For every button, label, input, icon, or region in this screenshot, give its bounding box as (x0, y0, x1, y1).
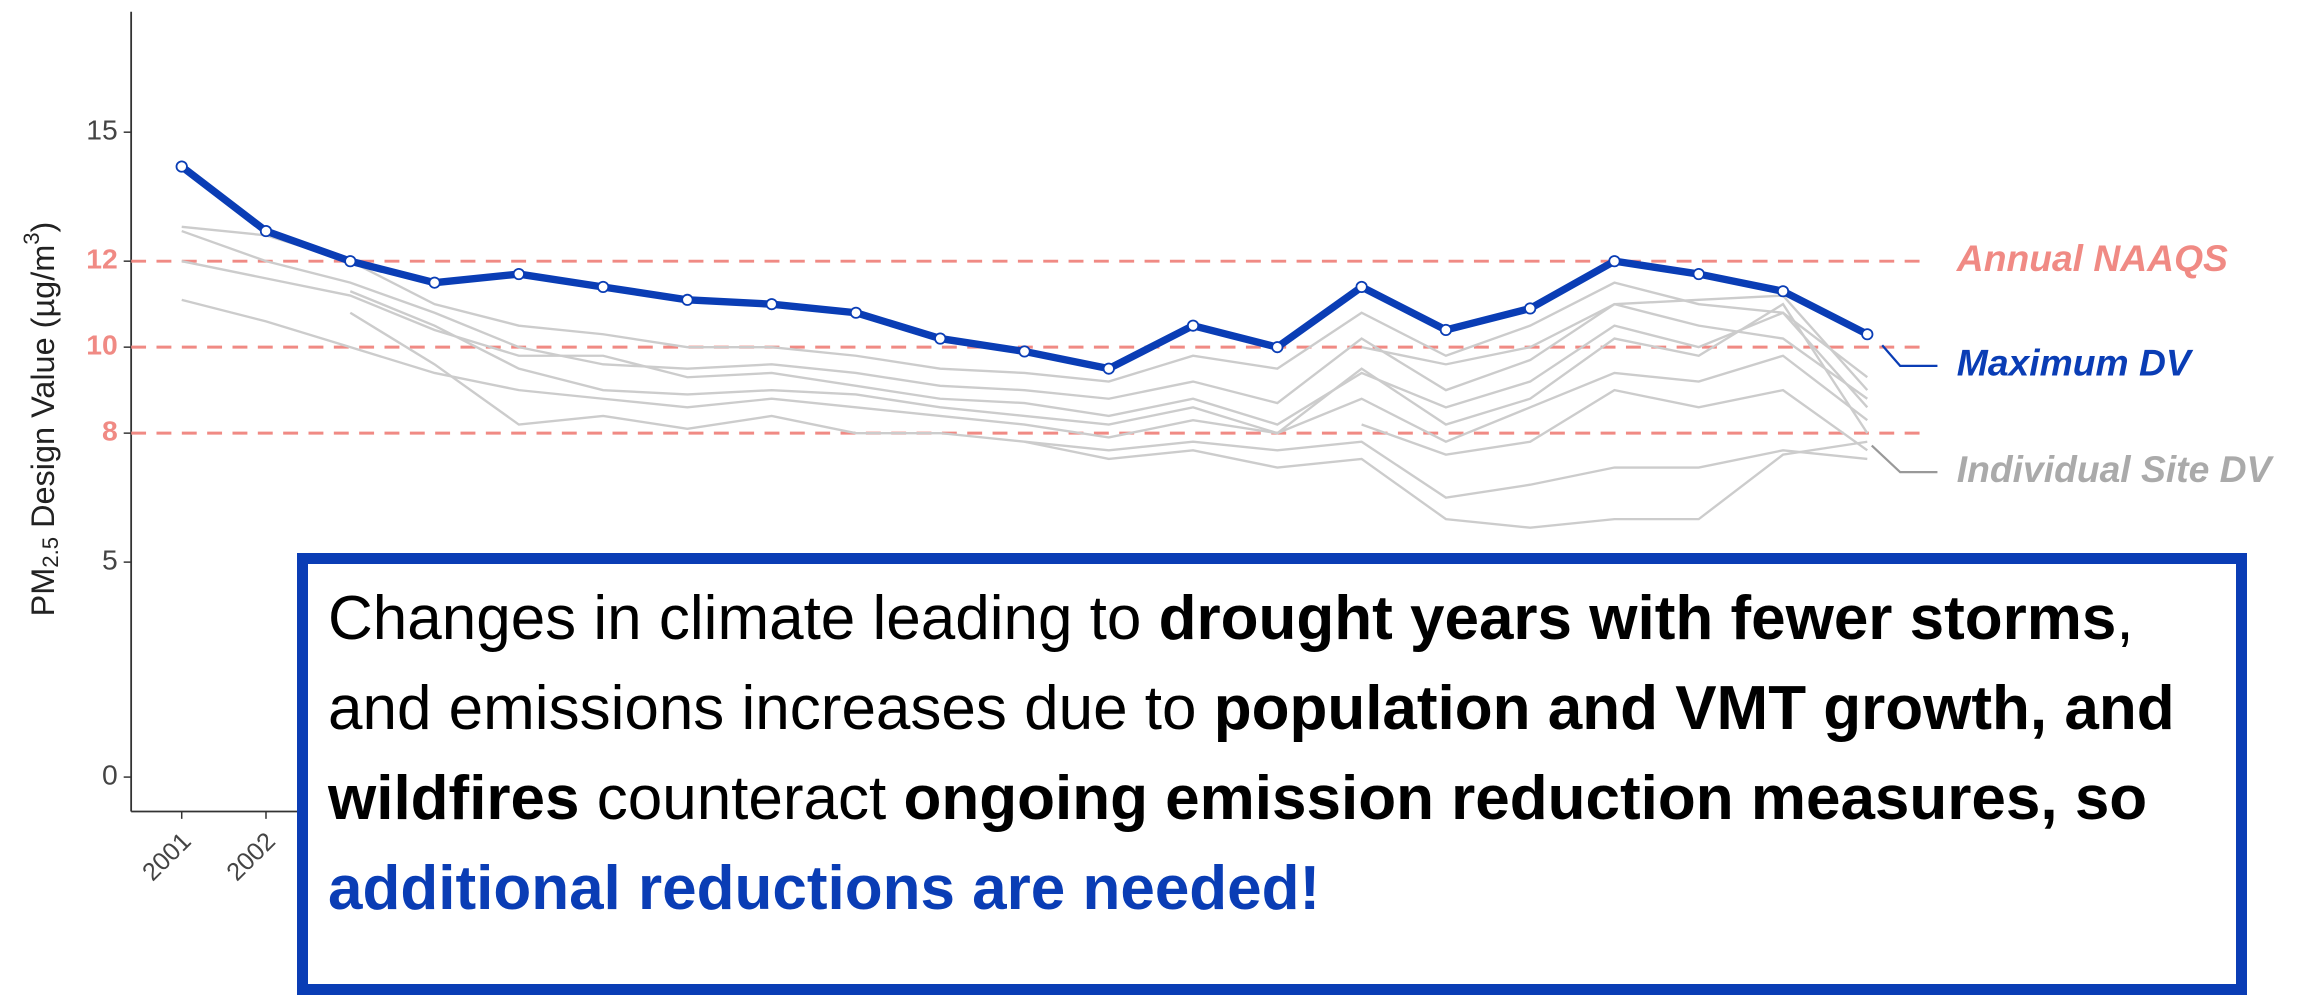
site-line (181, 260, 1869, 426)
max-dv-point (1018, 345, 1031, 358)
max-leader (1881, 344, 1938, 368)
x-tick-label: 2001 (137, 827, 197, 886)
y-axis-label-part: 3 (19, 232, 44, 244)
max-dv-point (1776, 285, 1790, 298)
max-dv-point (681, 293, 694, 306)
y-tick-label: 15 (86, 114, 117, 146)
callout-text: drought years with fewer storms (1158, 584, 2117, 653)
y-tick-label: 12 (86, 243, 117, 275)
y-tick-label: 0 (102, 759, 118, 791)
y-axis-label-part: ) (23, 222, 60, 233)
max-dv-point (428, 276, 441, 289)
callout-text: population and VMT growth, and wildfires (328, 674, 2175, 833)
y-axis-label-part: PM (23, 568, 60, 617)
site-label: Individual Site DV (1957, 448, 2275, 490)
max-dv-point (1355, 280, 1368, 294)
y-tick-label: 8 (102, 415, 118, 447)
max-dv-point (1439, 323, 1453, 337)
naaqs-label: Annual NAAQS (1956, 237, 2228, 279)
max-dv-point (259, 225, 273, 238)
callout-text: , and emissions increases due to (328, 584, 2134, 743)
site-leader (1870, 444, 1938, 474)
site-line (1361, 388, 1868, 456)
max-dv-point (1608, 255, 1621, 268)
x-tick-label: 2002 (221, 827, 281, 886)
max-dv-point (849, 306, 863, 319)
callout-text: additional reductions are needed! (328, 854, 1321, 923)
y-axis-label: PM2.5 Design Value (µg/m3) (19, 222, 63, 617)
chart: 0 5 8 10 12 15 2001 2002 PM2.5 Design Value (µg/… (19, 11, 2275, 886)
max-dv-point (1271, 341, 1284, 354)
max-dv-point (1861, 328, 1874, 341)
site-line (349, 290, 1869, 435)
max-dv-point (934, 332, 947, 345)
max-dv-point (1102, 362, 1115, 375)
max-dv-point (1186, 319, 1200, 332)
max-dv-point (596, 280, 610, 294)
site-line (181, 225, 1869, 383)
callout-text: counteract (579, 764, 904, 833)
max-label: Maximum DV (1957, 342, 2194, 384)
max-dv-point (175, 160, 188, 173)
max-dv-point (765, 298, 778, 311)
max-dv-point (1692, 268, 1705, 281)
site-line (1024, 440, 1868, 529)
site-line (349, 311, 1868, 499)
callout-box: Changes in climate leading to drought ye… (297, 553, 2247, 995)
page: 0 5 8 10 12 15 2001 2002 PM2.5 Design Value (µg/… (18, 11, 2275, 995)
y-axis-label-part: 2.5 (38, 537, 63, 568)
site-line (181, 229, 1868, 405)
site-line (1361, 294, 1869, 391)
site-line (181, 298, 1869, 444)
callout-text: ongoing emission reduction measures, so (903, 764, 2148, 833)
y-axis-label-part: Design Value (µg/m (23, 245, 60, 537)
callout-text: Changes in climate leading to (328, 584, 1159, 653)
y-tick-label: 5 (102, 544, 118, 576)
max-dv-point (512, 268, 525, 281)
max-dv-point (1524, 302, 1537, 315)
y-tick-label: 10 (86, 329, 117, 361)
max-dv-point (344, 255, 357, 268)
